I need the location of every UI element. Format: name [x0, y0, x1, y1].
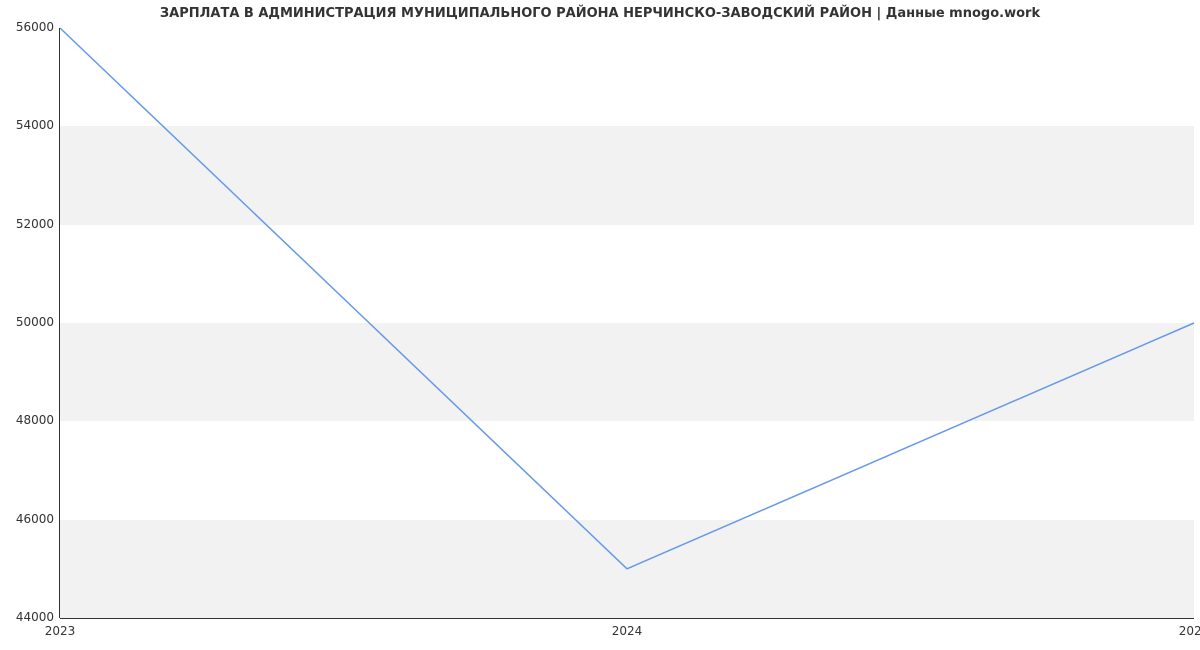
y-tick-label: 44000: [16, 610, 54, 624]
x-tick-label: 2024: [612, 624, 643, 638]
y-tick-label: 56000: [16, 20, 54, 34]
x-tick-label: 2023: [45, 624, 76, 638]
plot-area: [60, 28, 1194, 618]
line-layer: [60, 28, 1194, 618]
x-tick-label: 2025: [1179, 624, 1200, 638]
y-tick-label: 52000: [16, 217, 54, 231]
axis-bottom: [60, 618, 1194, 619]
chart-title: ЗАРПЛАТА В АДМИНИСТРАЦИЯ МУНИЦИПАЛЬНОГО …: [0, 6, 1200, 21]
y-tick-label: 50000: [16, 315, 54, 329]
y-tick-label: 46000: [16, 512, 54, 526]
axis-left: [59, 28, 60, 618]
series-salary: [60, 28, 1194, 569]
y-tick-label: 48000: [16, 413, 54, 427]
y-tick-label: 54000: [16, 118, 54, 132]
salary-line-chart: ЗАРПЛАТА В АДМИНИСТРАЦИЯ МУНИЦИПАЛЬНОГО …: [0, 0, 1200, 650]
